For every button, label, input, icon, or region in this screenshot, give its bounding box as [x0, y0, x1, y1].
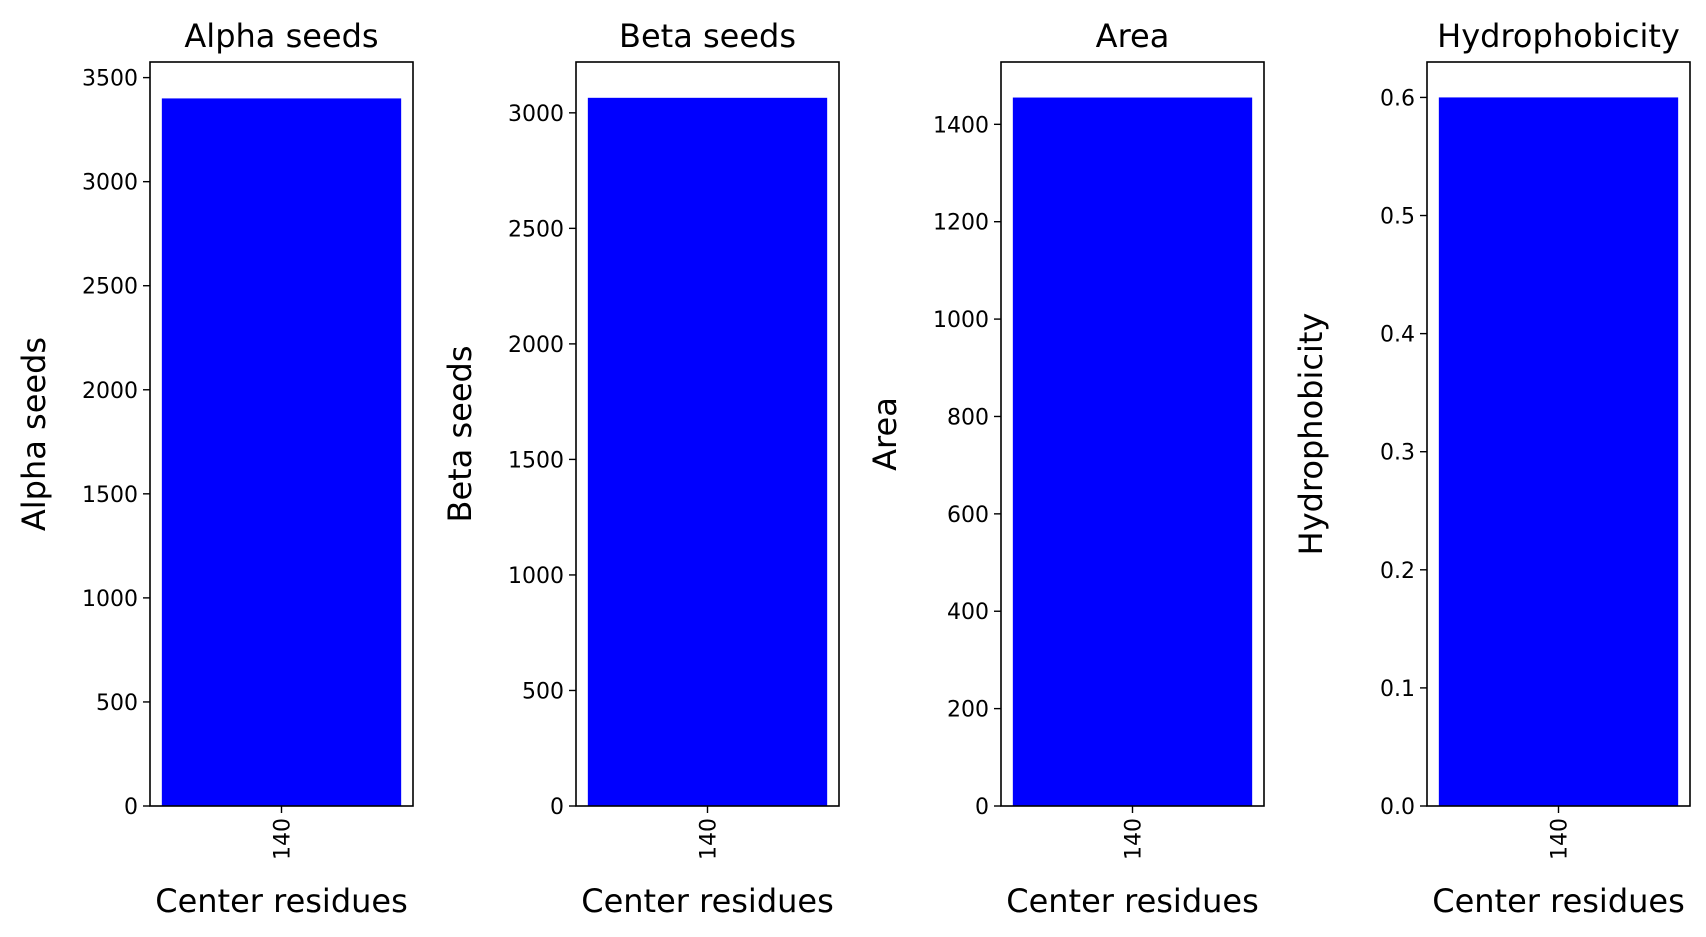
chart-panel-1: 140 0 500 1000 1500 2000 2500 3000 3500 Alpha see…: [15, 17, 414, 920]
axes-frame: [1000, 61, 1265, 807]
x-axis-label: Center residues: [1006, 882, 1259, 920]
y-axis-label: Hydrophobicity: [1292, 313, 1330, 556]
y-tick-label: 500: [522, 679, 564, 704]
axes-frame: [575, 61, 840, 807]
chart-panel-4: 140 0.0 0.1 0.2 0.3 0.4 0.5 0.6 Hydrophobicity Ce…: [1292, 17, 1691, 920]
y-tick-label: 0.2: [1380, 559, 1415, 584]
y-tick-label: 600: [947, 503, 989, 528]
y-tick-label: 200: [947, 698, 989, 723]
panel-title: Area: [1096, 17, 1170, 55]
y-axis-label: Area: [866, 397, 904, 471]
y-tick-label: 2500: [82, 275, 138, 300]
y-tick-label: 1400: [933, 113, 989, 138]
axes-frame: [1426, 61, 1691, 807]
y-tick-label: 400: [947, 600, 989, 625]
y-tick-label: 1000: [508, 564, 564, 589]
y-tick-label: 0.0: [1380, 795, 1415, 820]
x-axis-label: Center residues: [155, 882, 408, 920]
y-tick-label: 1000: [82, 587, 138, 612]
y-axis-label: Alpha seeds: [15, 337, 53, 531]
y-tick-label: 3500: [82, 67, 138, 92]
x-tick-label: 140: [697, 818, 722, 860]
bar-140: [1012, 97, 1253, 807]
x-axis-label: Center residues: [581, 882, 834, 920]
y-tick-label: 0: [550, 795, 564, 820]
y-axis-label: Beta seeds: [441, 346, 479, 523]
panel-title: Hydrophobicity: [1437, 17, 1680, 55]
y-tick-label: 0.4: [1380, 323, 1415, 348]
x-axis-label: Center residues: [1432, 882, 1685, 920]
y-tick-label: 1000: [933, 308, 989, 333]
y-tick-label: 3000: [508, 102, 564, 127]
x-tick-label: 140: [1548, 818, 1573, 860]
y-tick-label: 1500: [508, 448, 564, 473]
chart-panel-2: 140 0 500 1000 1500 2000 2500 3000 Beta seeds Cen…: [441, 17, 840, 920]
x-tick-label: 140: [271, 818, 296, 860]
y-tick-label: 2500: [508, 217, 564, 242]
y-tick-label: 0: [124, 795, 138, 820]
y-tick-label: 0.5: [1380, 205, 1415, 230]
y-tick-label: 800: [947, 405, 989, 430]
y-tick-label: 0.3: [1380, 441, 1415, 466]
panel-title: Alpha seeds: [184, 17, 378, 55]
y-tick-label: 2000: [508, 333, 564, 358]
y-tick-label: 500: [96, 691, 138, 716]
bar-140: [161, 98, 402, 807]
bar-140: [1438, 97, 1679, 806]
y-tick-label: 0: [975, 795, 989, 820]
x-tick-label: 140: [1122, 818, 1147, 860]
y-tick-label: 0.6: [1380, 86, 1415, 111]
y-tick-label: 2000: [82, 379, 138, 404]
y-tick-label: 1500: [82, 483, 138, 508]
bar-140: [587, 97, 828, 807]
y-tick-label: 0.1: [1380, 677, 1415, 702]
axes-frame: [149, 61, 414, 807]
y-tick-label: 1200: [933, 211, 989, 236]
y-tick-label: 3000: [82, 171, 138, 196]
panel-title: Beta seeds: [619, 17, 796, 55]
